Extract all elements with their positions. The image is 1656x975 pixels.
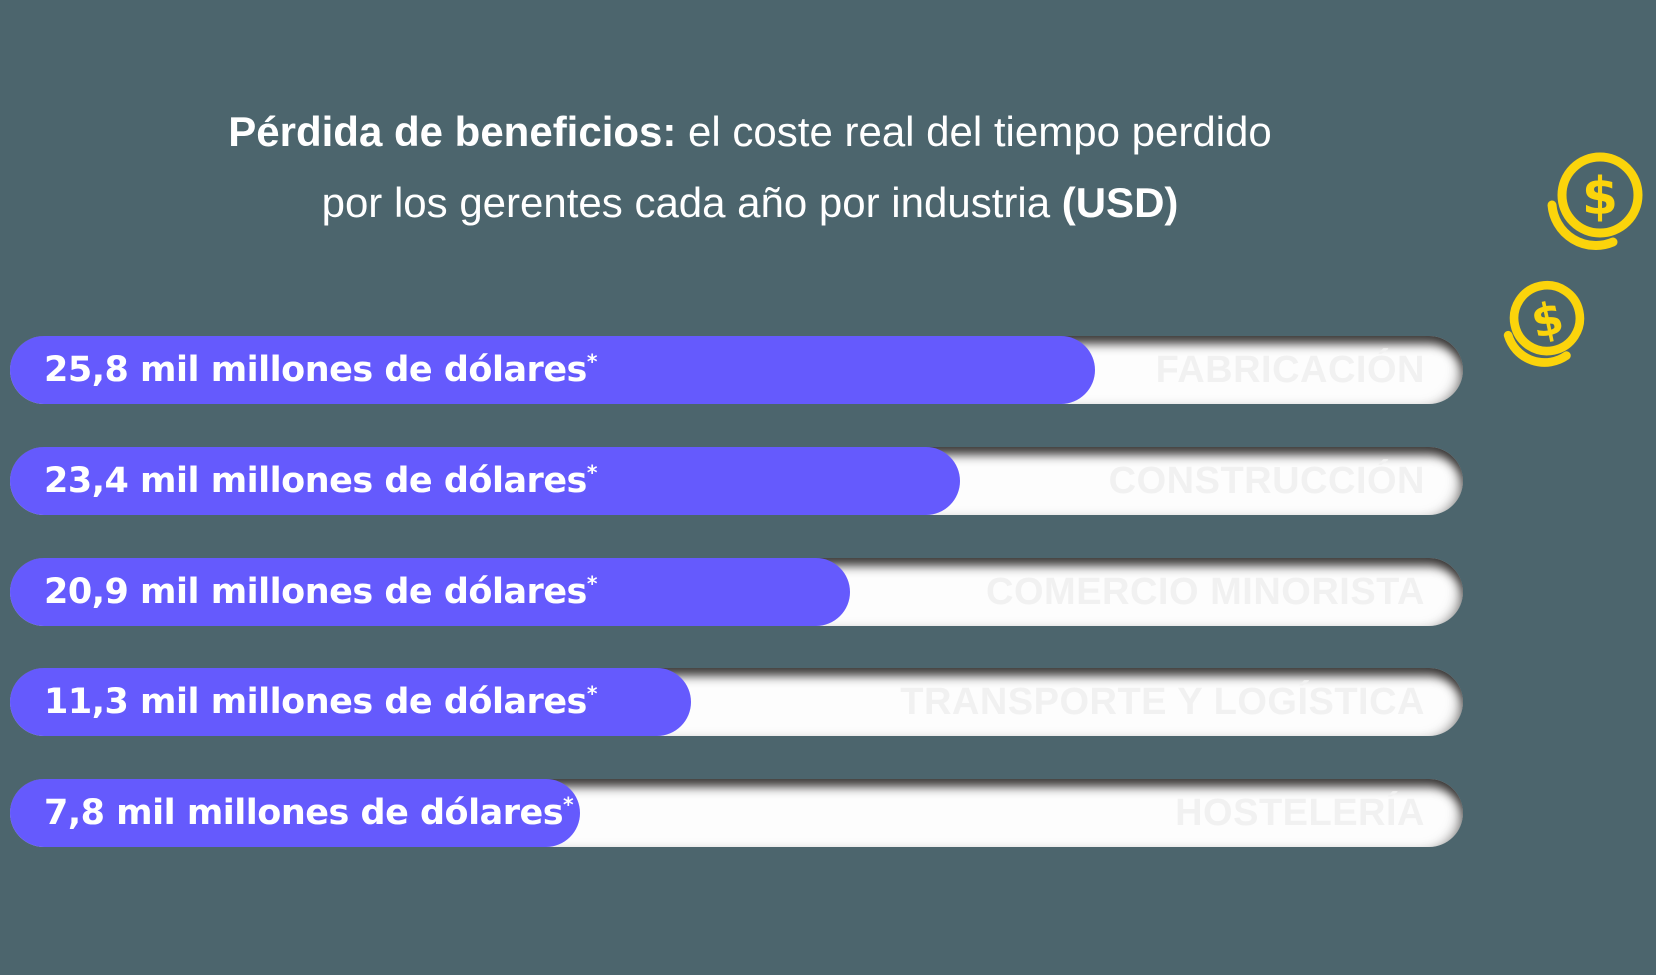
chart-title-line2: por los gerentes cada año por industria … — [321, 179, 1179, 226]
chart-title: Pérdida de beneficios: el coste real del… — [30, 96, 1470, 238]
bar-track-comercio-minorista: 20,9 mil millones de dólares* COMERCIO M… — [10, 558, 1463, 626]
bar-fill: 23,4 mil millones de dólares* — [10, 447, 961, 515]
chart-title-usd: (USD) — [1061, 179, 1179, 226]
dollar-coin-icon-large: $ — [1543, 150, 1647, 254]
footnote-asterisk: * — [586, 460, 598, 485]
bar-fill: 7,8 mil millones de dólares* — [10, 779, 580, 847]
bar-track-construccion: 23,4 mil millones de dólares* CONSTRUCCI… — [10, 447, 1463, 515]
footnote-asterisk: * — [563, 792, 574, 817]
bar-fill: 20,9 mil millones de dólares* — [10, 558, 850, 626]
industry-label: FABRICACIÓN — [1155, 348, 1425, 391]
chart-title-line1: Pérdida de beneficios: el coste real del… — [228, 108, 1272, 155]
chart-title-bold: Pérdida de beneficios: — [228, 108, 677, 155]
industry-label: TRANSPORTE Y LOGÍSTICA — [900, 680, 1425, 723]
bar-value-label: 23,4 mil millones de dólares* — [44, 460, 598, 501]
industry-label: COMERCIO MINORISTA — [986, 570, 1425, 613]
bar-value-label: 20,9 mil millones de dólares* — [44, 571, 598, 612]
bar-value-label: 7,8 mil millones de dólares* — [44, 792, 574, 833]
industry-label: CONSTRUCCIÓN — [1108, 459, 1425, 502]
footnote-asterisk: * — [586, 571, 598, 596]
svg-text:$: $ — [1527, 291, 1569, 349]
footnote-asterisk: * — [586, 681, 598, 706]
bar-fill: 25,8 mil millones de dólares* — [10, 336, 1096, 404]
bar-value-label: 11,3 mil millones de dólares* — [44, 681, 598, 722]
industry-label: HOSTELERÍA — [1175, 791, 1425, 834]
footnote-asterisk: * — [586, 349, 598, 374]
bar-track-fabricacion: 25,8 mil millones de dólares* FABRICACIÓ… — [10, 336, 1463, 404]
bar-value-label: 25,8 mil millones de dólares* — [44, 349, 598, 390]
bar-fill: 11,3 mil millones de dólares* — [10, 668, 692, 736]
bar-track-hosteleria: 7,8 mil millones de dólares* HOSTELERÍA — [10, 779, 1463, 847]
svg-text:$: $ — [1582, 167, 1618, 227]
bar-track-transporte-logistica: 11,3 mil millones de dólares* TRANSPORTE… — [10, 668, 1463, 736]
dollar-coin-icon-small: $ — [1491, 272, 1598, 379]
